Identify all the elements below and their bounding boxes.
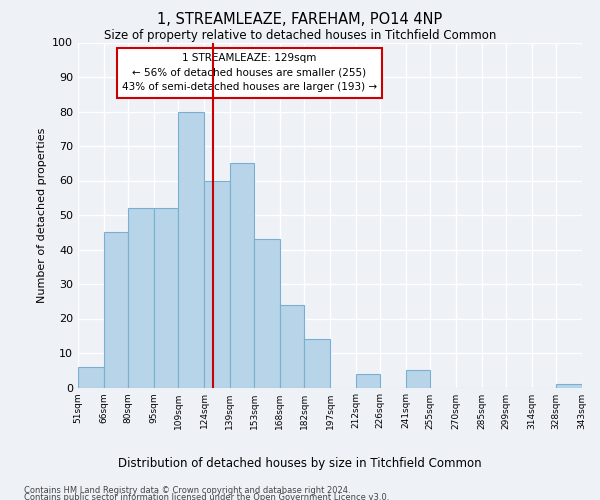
Y-axis label: Number of detached properties: Number of detached properties bbox=[37, 128, 47, 302]
Bar bbox=[556, 384, 582, 388]
Text: Contains HM Land Registry data © Crown copyright and database right 2024.: Contains HM Land Registry data © Crown c… bbox=[24, 486, 350, 495]
Bar bbox=[254, 239, 280, 388]
Bar bbox=[128, 208, 154, 388]
Bar bbox=[356, 374, 380, 388]
Text: Size of property relative to detached houses in Titchfield Common: Size of property relative to detached ho… bbox=[104, 29, 496, 42]
Bar bbox=[304, 339, 330, 388]
Text: 1, STREAMLEAZE, FAREHAM, PO14 4NP: 1, STREAMLEAZE, FAREHAM, PO14 4NP bbox=[157, 12, 443, 28]
Bar bbox=[178, 112, 204, 388]
Bar bbox=[204, 180, 230, 388]
Bar bbox=[406, 370, 430, 388]
Bar bbox=[230, 163, 254, 388]
Bar bbox=[78, 367, 104, 388]
Text: Distribution of detached houses by size in Titchfield Common: Distribution of detached houses by size … bbox=[118, 458, 482, 470]
Text: 1 STREAMLEAZE: 129sqm
← 56% of detached houses are smaller (255)
43% of semi-det: 1 STREAMLEAZE: 129sqm ← 56% of detached … bbox=[122, 53, 377, 92]
Text: Contains public sector information licensed under the Open Government Licence v3: Contains public sector information licen… bbox=[24, 494, 389, 500]
Bar bbox=[104, 232, 128, 388]
Bar bbox=[154, 208, 178, 388]
Bar bbox=[280, 304, 304, 388]
